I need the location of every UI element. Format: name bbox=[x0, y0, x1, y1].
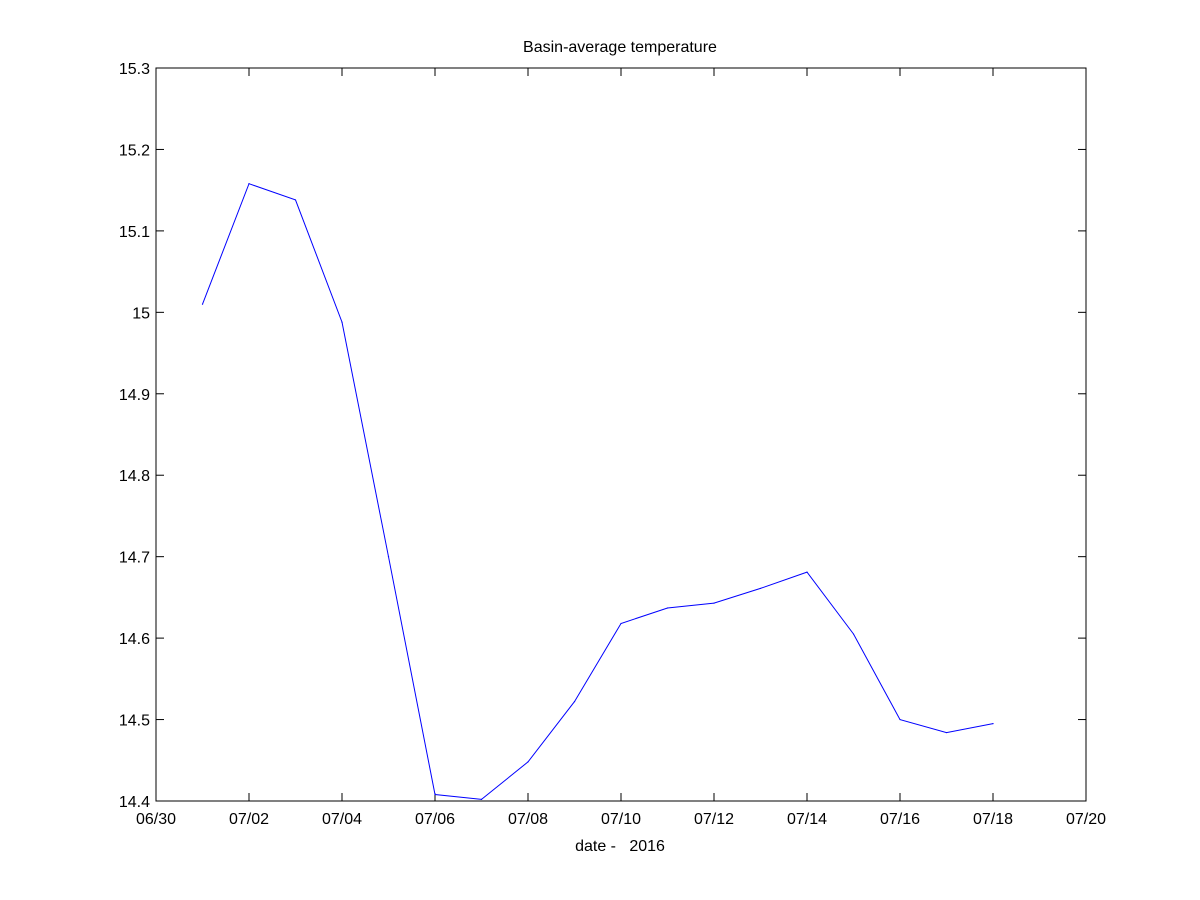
data-point bbox=[527, 761, 529, 763]
data-point bbox=[852, 633, 855, 635]
x-tick-label: 07/08 bbox=[508, 811, 548, 828]
chart-title: Basin-average temperature bbox=[523, 39, 717, 56]
x-tick-label: 07/10 bbox=[601, 811, 641, 828]
y-tick-label: 15.1 bbox=[119, 224, 150, 241]
data-point bbox=[759, 587, 762, 590]
x-tick-label: 07/12 bbox=[694, 811, 734, 828]
data-point bbox=[248, 183, 250, 185]
data-point bbox=[201, 303, 204, 305]
y-axis: 14.4 14.5 14.6 14.7 14.8 14.9 15 15.1 15.2 15.3 bbox=[119, 61, 1086, 811]
y-tick-label: 15 bbox=[132, 305, 150, 322]
y-tick-label: 14.5 bbox=[119, 713, 150, 730]
x-tick-label: 06/30 bbox=[136, 811, 176, 828]
y-tick-label: 14.4 bbox=[119, 794, 150, 811]
data-point bbox=[713, 602, 715, 604]
y-tick-label: 15.2 bbox=[119, 142, 150, 159]
data-point bbox=[945, 731, 948, 734]
data-point bbox=[806, 571, 808, 573]
x-axis: 06/30 07/02 07/04 07/06 07/08 07/10 07/12 07/14… bbox=[136, 68, 1106, 828]
x-axis-label: date - 2016 bbox=[575, 838, 665, 855]
data-point bbox=[666, 607, 669, 609]
data-point bbox=[620, 622, 622, 625]
data-point bbox=[294, 199, 297, 201]
x-tick-label: 07/20 bbox=[1066, 811, 1106, 828]
data-point bbox=[573, 701, 576, 703]
data-point bbox=[341, 321, 343, 323]
data-point bbox=[899, 718, 901, 721]
y-tick-label: 15.3 bbox=[119, 61, 150, 78]
x-tick-label: 07/14 bbox=[787, 811, 827, 828]
y-tick-label: 14.8 bbox=[119, 468, 150, 485]
series-layer bbox=[201, 183, 994, 800]
y-tick-label: 14.9 bbox=[119, 387, 150, 404]
x-tick-label: 07/06 bbox=[415, 811, 455, 828]
x-tick-label: 07/02 bbox=[229, 811, 269, 828]
y-tick-label: 14.6 bbox=[119, 631, 150, 648]
series-line bbox=[202, 183, 994, 800]
x-tick-label: 07/18 bbox=[973, 811, 1013, 828]
x-tick-label: 07/04 bbox=[322, 811, 362, 828]
data-point bbox=[434, 793, 436, 796]
x-tick-label: 07/16 bbox=[880, 811, 920, 828]
data-point bbox=[387, 556, 390, 558]
data-point bbox=[992, 723, 994, 725]
data-point bbox=[480, 798, 483, 800]
y-tick-label: 14.7 bbox=[119, 550, 150, 567]
